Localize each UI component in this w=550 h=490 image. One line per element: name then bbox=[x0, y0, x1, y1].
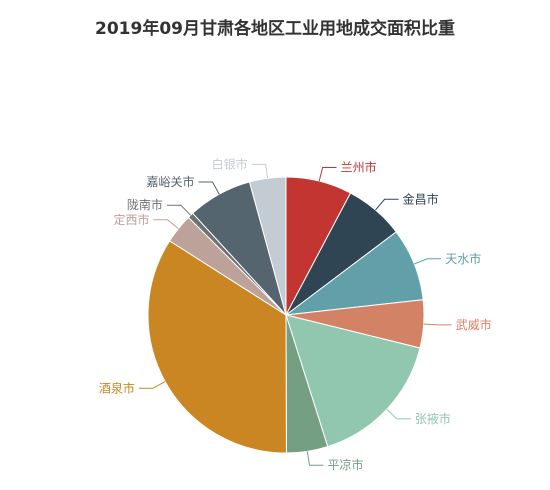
slice-label: 陇南市 bbox=[127, 197, 163, 212]
slice-label: 白银市 bbox=[212, 156, 248, 171]
label-leader-line bbox=[376, 199, 399, 210]
slice-label: 酒泉市 bbox=[99, 380, 135, 395]
label-leader-line bbox=[199, 182, 220, 194]
slice-label: 张掖市 bbox=[415, 411, 451, 426]
label-leader-line bbox=[319, 168, 336, 182]
label-leader-line bbox=[252, 164, 268, 178]
label-leader-line bbox=[139, 382, 165, 389]
slice-label: 武威市 bbox=[456, 317, 492, 332]
label-leader-line bbox=[387, 409, 411, 419]
slice-label: 金昌市 bbox=[403, 191, 439, 206]
slice-label: 天水市 bbox=[445, 251, 481, 266]
label-leader-line bbox=[414, 259, 441, 264]
label-leader-line bbox=[424, 324, 452, 325]
slice-label: 定西市 bbox=[113, 212, 149, 227]
label-leader-line bbox=[167, 205, 191, 215]
slice-label: 兰州市 bbox=[341, 160, 377, 175]
label-leader-line bbox=[307, 451, 323, 465]
label-leader-line bbox=[154, 220, 179, 229]
slice-label: 平凉市 bbox=[328, 457, 364, 472]
slice-label: 嘉峪关市 bbox=[146, 174, 194, 189]
